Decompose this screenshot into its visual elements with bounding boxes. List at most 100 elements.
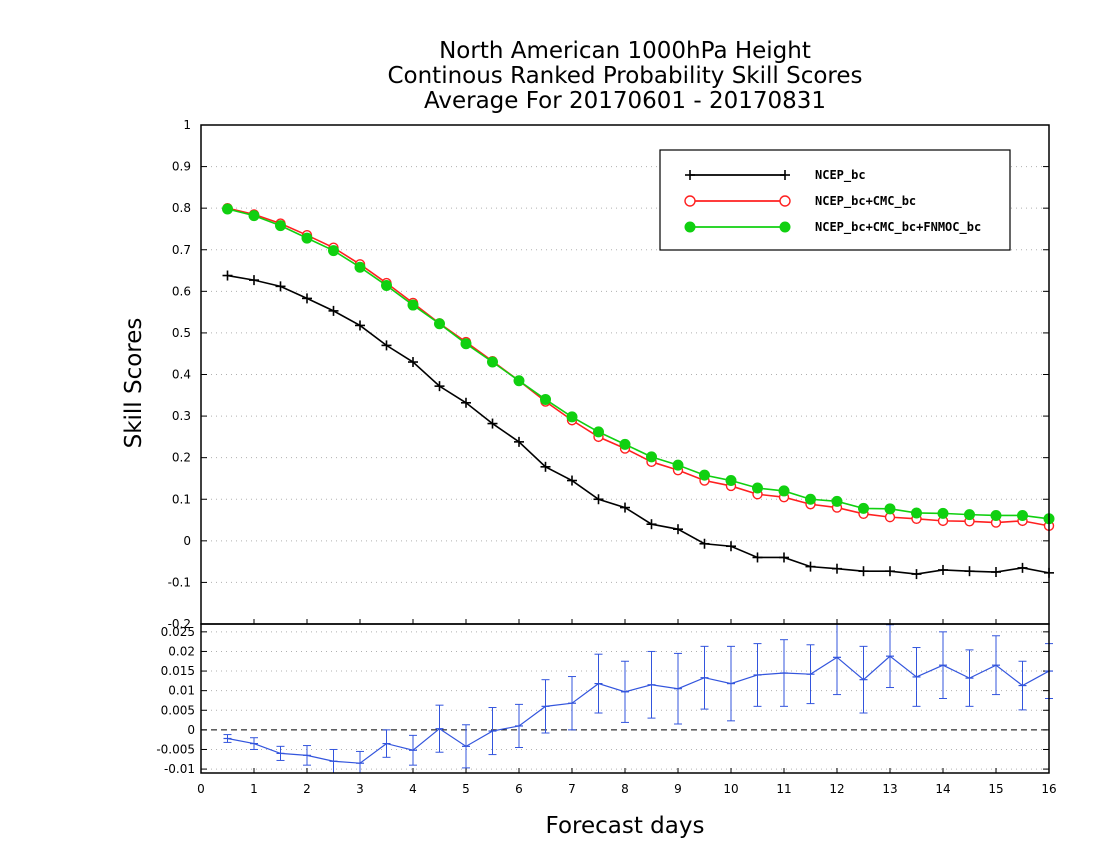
top-y-tick-label: 0.3 <box>172 409 191 423</box>
axis-labels: Skill Scores Forecast days <box>121 318 704 839</box>
chart-title-line-1: North American 1000hPa Height <box>439 38 811 64</box>
x-tick-label: 13 <box>882 782 897 796</box>
series-3-point <box>566 411 578 423</box>
series-3-point <box>619 438 631 450</box>
x-tick-label: 6 <box>515 782 523 796</box>
top-y-tick-label: 0.7 <box>172 243 191 257</box>
series-1-point <box>540 461 551 472</box>
error-bar <box>700 645 709 710</box>
series-1-point <box>779 552 789 563</box>
error-bar <box>833 624 841 696</box>
series-1-point <box>673 524 683 535</box>
x-tick-label: 14 <box>935 782 950 796</box>
legend-marker <box>684 195 696 207</box>
series-3-point <box>513 375 525 387</box>
bottom-panel-difference-series <box>223 624 1053 774</box>
difference-line <box>227 655 1050 764</box>
series-3-point <box>354 261 366 273</box>
top-panel-series <box>222 202 1055 580</box>
series-3-point <box>778 485 790 497</box>
series-1-point <box>646 519 657 530</box>
series-3-point <box>275 220 286 232</box>
error-bar <box>409 734 417 766</box>
top-y-tick-label: 0.9 <box>172 160 191 174</box>
series-3-point <box>222 203 233 215</box>
series-3-point <box>858 502 869 514</box>
series-3-point <box>699 469 710 481</box>
legend-label-3: NCEP_bc+CMC_bc+FNMOC_bc <box>815 220 981 235</box>
series-line-2 <box>227 207 1050 527</box>
x-axis-label: Forecast days <box>546 813 705 839</box>
x-tick-label: 16 <box>1041 782 1056 796</box>
series-line-1 <box>227 274 1050 575</box>
series-1-point <box>408 357 418 368</box>
bottom-panel-grid <box>201 631 1049 770</box>
error-bar <box>568 676 576 731</box>
error-bar <box>515 703 523 749</box>
x-tick-label: 12 <box>829 782 844 796</box>
bottom-y-tick-label: 0.025 <box>161 625 195 639</box>
y-axis-label: Skill Scores <box>121 318 147 449</box>
error-bar <box>780 639 788 707</box>
series-3-point <box>301 232 313 244</box>
series-1-point <box>567 475 577 486</box>
bottom-y-tick-label: 0.02 <box>168 644 195 658</box>
series-3-point <box>248 210 260 222</box>
series-1-point <box>964 566 975 577</box>
series-3-point <box>805 493 816 505</box>
x-tick-label: 0 <box>197 782 205 796</box>
series-1-point <box>832 563 842 574</box>
error-bar <box>488 707 497 756</box>
series-3-point <box>831 495 843 507</box>
legend-label-2: NCEP_bc+CMC_bc <box>815 194 916 209</box>
series-3-point <box>407 299 419 311</box>
error-bar <box>223 734 232 743</box>
series-1-point <box>1017 562 1028 573</box>
error-bar <box>939 631 947 699</box>
top-y-tick-label: 0 <box>183 534 191 548</box>
series-1-point <box>461 397 471 408</box>
legend: NCEP_bc NCEP_bc+CMC_bc NCEP_bc+CMC_bc+FNMO… <box>659 149 1011 251</box>
x-tick-label: 5 <box>462 782 470 796</box>
series-3-point <box>646 451 657 463</box>
series-1-point <box>911 569 922 580</box>
series-3-point <box>937 507 949 519</box>
series-3-point <box>725 475 737 487</box>
series-1-point <box>938 564 948 575</box>
x-tick-label: 15 <box>988 782 1003 796</box>
x-tick-label: 9 <box>674 782 682 796</box>
series-3-point <box>460 338 472 350</box>
series-1-point <box>249 275 259 286</box>
top-y-tick-label: -0.1 <box>168 575 191 589</box>
series-3-point <box>487 356 498 368</box>
x-tick-label: 10 <box>723 782 738 796</box>
series-3-point <box>381 280 392 292</box>
top-y-tick-label: 0.5 <box>172 326 191 340</box>
series-3-point <box>540 393 551 405</box>
x-tick-label: 8 <box>621 782 629 796</box>
error-bar <box>859 645 868 714</box>
bottom-y-tick-label: -0.005 <box>156 742 195 756</box>
chart-title-line-2: Continous Ranked Probability Skill Score… <box>387 63 862 89</box>
error-bar <box>912 647 921 707</box>
error-bar <box>356 750 364 773</box>
series-1-point <box>328 305 339 316</box>
series-line-3 <box>227 208 1050 520</box>
series-3-point <box>752 482 763 494</box>
error-bar <box>621 660 629 723</box>
top-y-tick-label: -0.2 <box>168 617 191 631</box>
series-1-point <box>434 381 445 392</box>
top-y-tick-label: 1 <box>183 118 191 132</box>
series-3-point <box>964 509 975 521</box>
error-bar <box>594 653 603 714</box>
x-tick-label: 2 <box>303 782 311 796</box>
series-1-point <box>699 538 710 549</box>
series-1-point <box>991 567 1001 578</box>
legend-marker <box>684 221 696 233</box>
x-tick-label: 3 <box>356 782 364 796</box>
series-1-point <box>858 566 869 577</box>
legend-marker <box>779 195 791 207</box>
bottom-y-tick-label: 0.015 <box>161 664 195 678</box>
top-y-tick-label: 0.4 <box>172 368 191 382</box>
top-y-tick-label: 0.1 <box>172 492 191 506</box>
